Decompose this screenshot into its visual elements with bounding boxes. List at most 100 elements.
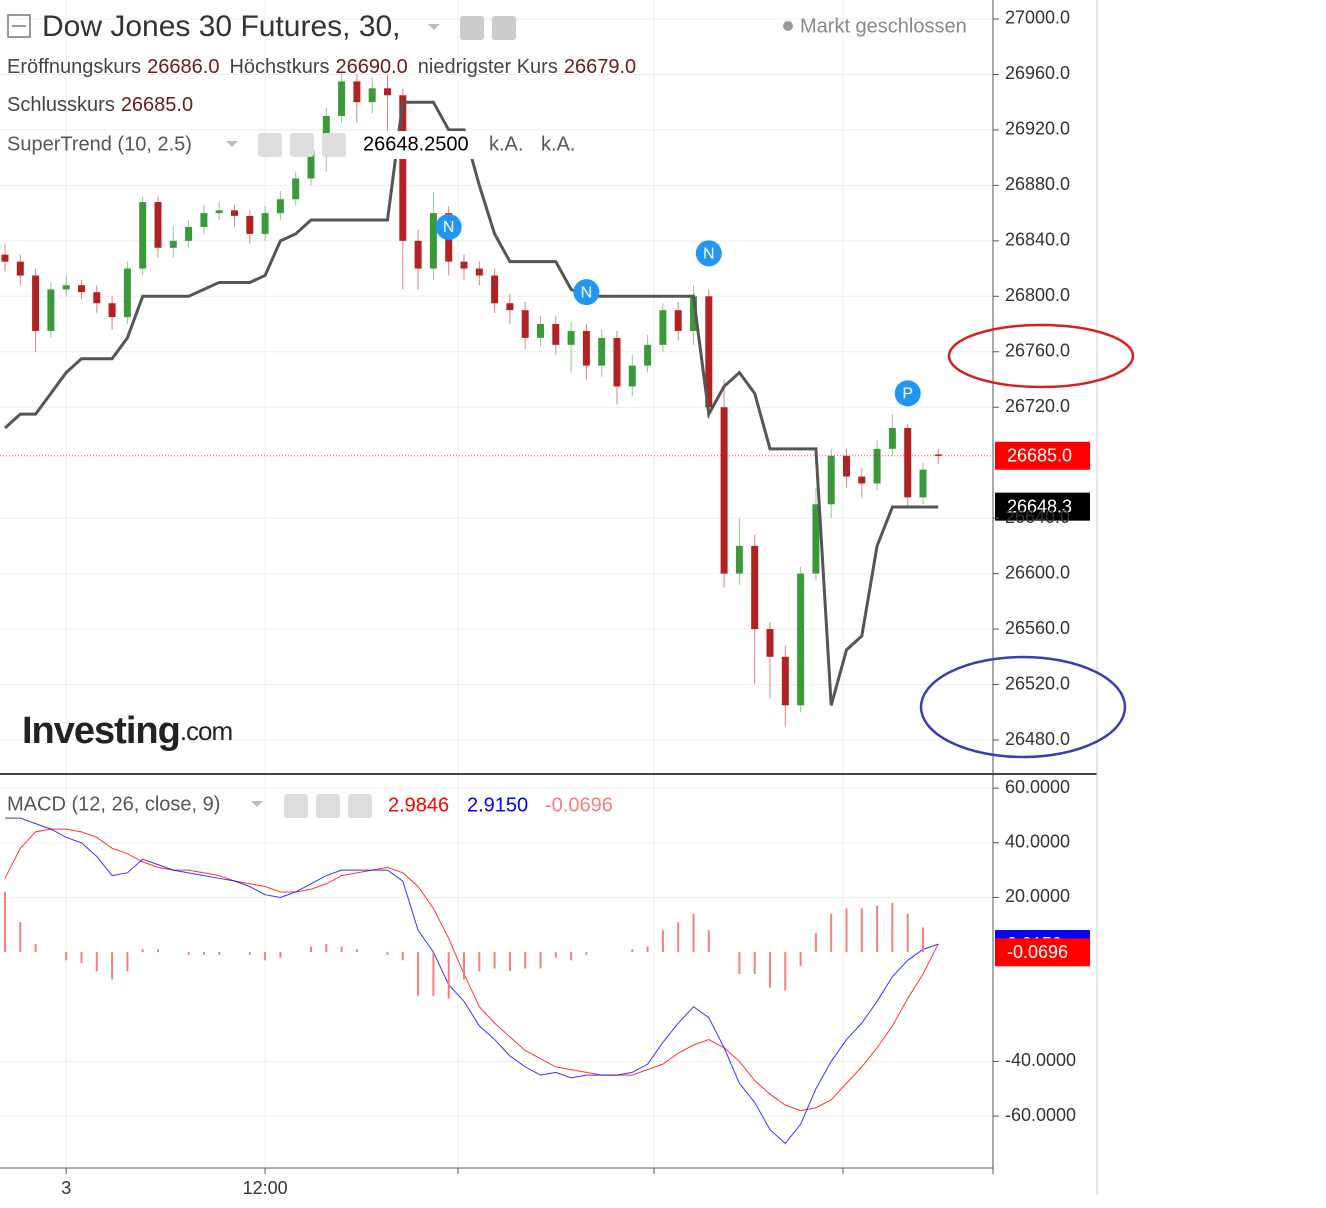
macd-legend-value: 2.9150 bbox=[467, 794, 528, 816]
candle-body bbox=[353, 81, 361, 103]
candle-body bbox=[873, 448, 881, 484]
candle-body bbox=[169, 240, 177, 248]
candle-body bbox=[919, 469, 927, 498]
candle-body bbox=[307, 150, 315, 179]
candle-body bbox=[368, 88, 376, 103]
y-tick-label: 26920.0 bbox=[1005, 119, 1070, 139]
y-tick-label: 27000.0 bbox=[1005, 8, 1070, 28]
candle-body bbox=[781, 656, 789, 706]
signal-marker bbox=[894, 380, 921, 407]
candle-body bbox=[797, 573, 805, 706]
candle-body bbox=[812, 504, 820, 574]
status-dot bbox=[783, 21, 793, 31]
gear-icon[interactable] bbox=[492, 16, 516, 40]
ohlc-row: Eröffnungskurs 26686.0 Höchstkurs 26690.0 ni… bbox=[7, 56, 636, 78]
close-icon[interactable] bbox=[348, 794, 372, 818]
y-tick-label: -40.0000 bbox=[1005, 1050, 1076, 1070]
axis-tag bbox=[995, 492, 1090, 521]
eye-icon[interactable] bbox=[284, 794, 308, 818]
eye-icon[interactable] bbox=[258, 133, 282, 157]
y-tick-label: 26600.0 bbox=[1005, 562, 1070, 582]
signal-marker bbox=[695, 240, 722, 267]
candle-body bbox=[521, 310, 529, 338]
candle-body bbox=[154, 202, 162, 248]
candle-body bbox=[185, 226, 193, 241]
candle-body bbox=[751, 545, 759, 630]
y-tick-label: 26480.0 bbox=[1005, 729, 1070, 749]
signal-marker-label: P bbox=[902, 386, 913, 403]
eye-icon[interactable] bbox=[460, 16, 484, 40]
macd-legend: 2.9846 2.9150 -0.0696 bbox=[388, 794, 613, 816]
time-axis-ticks bbox=[457, 1168, 994, 1174]
x-tick-label: 12:00 bbox=[243, 1178, 288, 1198]
value-bg bbox=[358, 131, 482, 159]
macd-line bbox=[4, 828, 939, 1112]
axis-tag bbox=[995, 441, 1090, 470]
y-tick-label: 26720.0 bbox=[1005, 396, 1070, 416]
logo: Investing.com bbox=[22, 710, 232, 752]
plot: N N N P bbox=[0, 71, 993, 1145]
candle-body bbox=[460, 261, 468, 269]
ohlc-name: Eröffnungskurs bbox=[7, 56, 141, 78]
y-tick-label: 60.0000 bbox=[1005, 777, 1070, 797]
signal-marker-label: N bbox=[581, 284, 593, 301]
candle-body bbox=[292, 178, 300, 200]
axis-tag bbox=[995, 938, 1090, 967]
gear-icon[interactable] bbox=[316, 794, 340, 818]
candle-body bbox=[16, 261, 24, 276]
collapse-icon[interactable] bbox=[7, 14, 31, 38]
y-tick-label: 26960.0 bbox=[1005, 63, 1070, 83]
candle-body bbox=[720, 407, 728, 574]
indicator-name: SuperTrend (10, 2.5) bbox=[7, 133, 192, 155]
chart-title: Dow Jones 30 Futures, 30, bbox=[42, 10, 401, 43]
y-tick-label: 26560.0 bbox=[1005, 618, 1070, 638]
logo-main: Investing bbox=[22, 710, 180, 752]
signal-marker-label: N bbox=[703, 246, 715, 263]
y-tick-label: 26880.0 bbox=[1005, 174, 1070, 194]
signal-marker bbox=[573, 279, 600, 306]
candle-body bbox=[888, 428, 896, 449]
candle-body bbox=[552, 324, 560, 345]
candle-body bbox=[261, 213, 269, 234]
dropdown[interactable] bbox=[251, 801, 263, 807]
candle-body bbox=[858, 476, 866, 484]
macd-line bbox=[5, 817, 939, 1145]
axis-tag-label: -0.0696 bbox=[1007, 942, 1068, 962]
candle-body bbox=[491, 275, 499, 304]
candle-body bbox=[399, 95, 407, 241]
macd-legend-value: -0.0696 bbox=[545, 794, 613, 816]
axis-tag-label: 26685.0 bbox=[1007, 446, 1072, 466]
annotation-ellipse bbox=[947, 323, 1135, 389]
candle-body bbox=[506, 303, 514, 311]
signal-marker-label: N bbox=[443, 219, 455, 236]
signal-marker bbox=[435, 213, 462, 240]
candle-body bbox=[215, 210, 223, 214]
ohlc-name: Höchstkurs bbox=[229, 56, 329, 78]
candle-body bbox=[843, 455, 850, 477]
candle-body bbox=[32, 275, 40, 331]
candle-body bbox=[47, 289, 55, 331]
candle-body bbox=[200, 213, 208, 227]
dropdown[interactable] bbox=[226, 141, 238, 147]
candle-body bbox=[582, 330, 590, 366]
candle-body bbox=[644, 344, 652, 366]
annotation-ellipse bbox=[919, 655, 1127, 759]
macd-legend-value: 2.9846 bbox=[388, 794, 449, 816]
close-icon[interactable] bbox=[322, 133, 346, 157]
y-tick-label: 40.0000 bbox=[1005, 832, 1070, 852]
y-tick-label: 26520.0 bbox=[1005, 673, 1070, 693]
candle-body bbox=[123, 268, 131, 318]
candle-body bbox=[827, 455, 835, 505]
candle-body bbox=[537, 324, 544, 338]
x-tick-label: 3 bbox=[61, 1178, 71, 1198]
indicator-value: 26648.2500 bbox=[363, 133, 469, 155]
candle-body bbox=[674, 310, 682, 331]
logo-suffix: .com bbox=[180, 716, 232, 746]
ohlc-value: 26690.0 bbox=[335, 56, 407, 78]
dropdown[interactable] bbox=[428, 24, 440, 30]
candle-body bbox=[62, 285, 70, 290]
gear-icon[interactable] bbox=[290, 133, 314, 157]
indicator-name: MACD (12, 26, close, 9) bbox=[7, 793, 220, 815]
